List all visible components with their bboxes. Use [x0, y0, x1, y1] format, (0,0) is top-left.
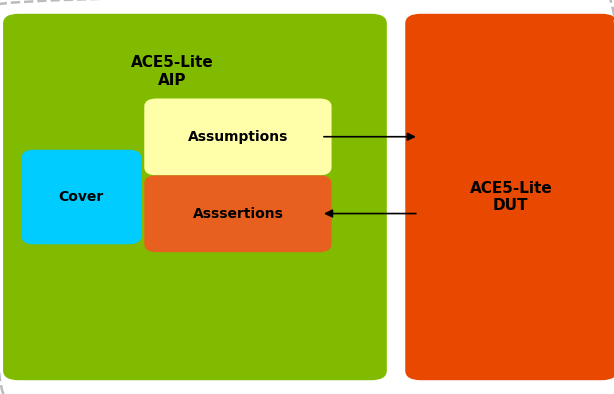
FancyBboxPatch shape: [21, 150, 141, 244]
Text: ACE5-Lite
AIP: ACE5-Lite AIP: [131, 55, 213, 87]
Text: ACE5-Lite
DUT: ACE5-Lite DUT: [470, 181, 552, 213]
FancyBboxPatch shape: [144, 175, 332, 252]
FancyBboxPatch shape: [3, 14, 387, 380]
FancyBboxPatch shape: [405, 14, 614, 380]
Text: Assumptions: Assumptions: [188, 130, 289, 144]
FancyBboxPatch shape: [144, 98, 332, 175]
Text: Cover: Cover: [58, 190, 104, 204]
Text: Asssertions: Asssertions: [193, 206, 284, 221]
